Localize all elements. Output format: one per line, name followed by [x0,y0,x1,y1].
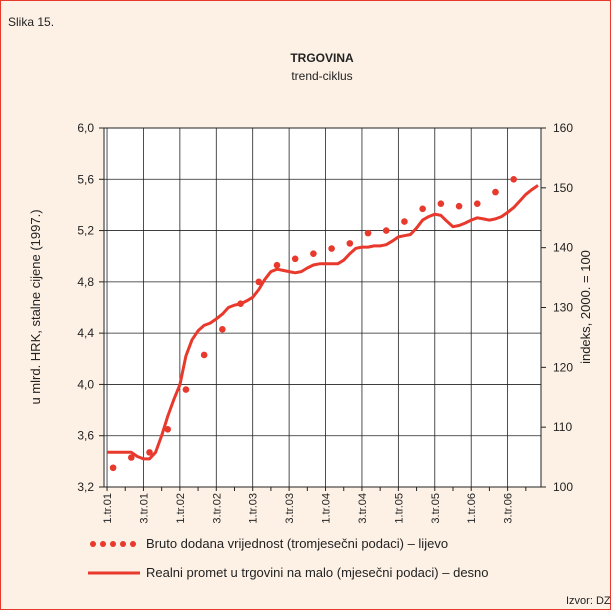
chart-subtitle: trend-ciklus [291,69,352,83]
plot-frame [103,127,542,488]
legend-symbol [100,541,106,547]
legend-symbol [130,541,136,547]
y2-axis-label: indeks, 2000. = 100 [578,250,593,364]
dot [310,250,317,257]
dot [273,261,281,269]
dot [219,325,226,333]
legend-label: Bruto dodana vrijednost (tromjesečni pod… [146,536,448,551]
dot [401,218,408,225]
y2-tick-label: 160 [553,121,573,135]
y2-tick-label: 120 [553,360,573,374]
dot [164,426,172,433]
dot [255,278,263,286]
y-tick-label: 5,6 [77,172,94,186]
y2-tick-label: 140 [553,241,573,255]
y-tick-label: 3,6 [77,429,94,443]
x-tick-label: 1.tr.02 [175,493,187,524]
dot [109,464,117,472]
x-tick-label: 3.tr.01 [138,493,150,524]
y-axis-label: u mlrd. HRK, stalne cijene (1997.) [28,209,43,404]
legend-symbol [120,541,126,547]
y-tick-label: 4,0 [77,377,94,391]
dot [346,240,354,247]
y-tick-label: 6,0 [77,121,94,135]
x-tick-label: 1.tr.06 [466,493,478,524]
x-tick-label: 1.tr.05 [393,493,405,524]
dot [128,454,135,461]
dot [364,229,372,237]
x-tick-label: 3.tr.02 [211,493,223,524]
y2-tick-label: 100 [553,480,573,494]
dot [146,449,153,456]
y2-tick-label: 130 [553,301,573,315]
y2-tick-label: 110 [553,420,572,434]
dot [492,188,499,196]
x-tick-label: 3.tr.06 [503,493,515,524]
dot [182,386,190,393]
y-tick-label: 4,4 [77,326,94,340]
dot [437,200,445,207]
source: Izvor: DZS [566,595,611,607]
y-tick-label: 4,8 [77,275,94,289]
x-tick-label: 1.tr.03 [248,493,260,524]
legend-symbol [110,541,116,547]
x-tick-label: 1.tr.01 [102,493,114,524]
dot [382,227,390,234]
y-tick-label: 5,2 [77,224,94,238]
dot [328,245,335,252]
chart-title: TRGOVINA [290,51,354,65]
y-tick-label: 3,2 [77,480,94,494]
x-tick-label: 1.tr.04 [321,493,333,524]
dot [419,205,426,213]
x-tick-label: 3.tr.05 [430,493,442,524]
line [107,184,539,461]
dot [291,255,299,263]
x-tick-label: 3.tr.03 [284,493,296,524]
figure-label: Slika 15. [8,15,54,29]
legend-symbol [90,541,96,547]
legend-label: Realni promet u trgovini na malo (mjeseč… [146,565,489,580]
dot [473,200,481,207]
dot [455,202,463,210]
plot-area [104,128,541,487]
x-tick-label: 3.tr.04 [357,493,369,524]
dot [510,175,517,183]
dot [200,351,208,359]
y2-tick-label: 150 [553,181,573,195]
